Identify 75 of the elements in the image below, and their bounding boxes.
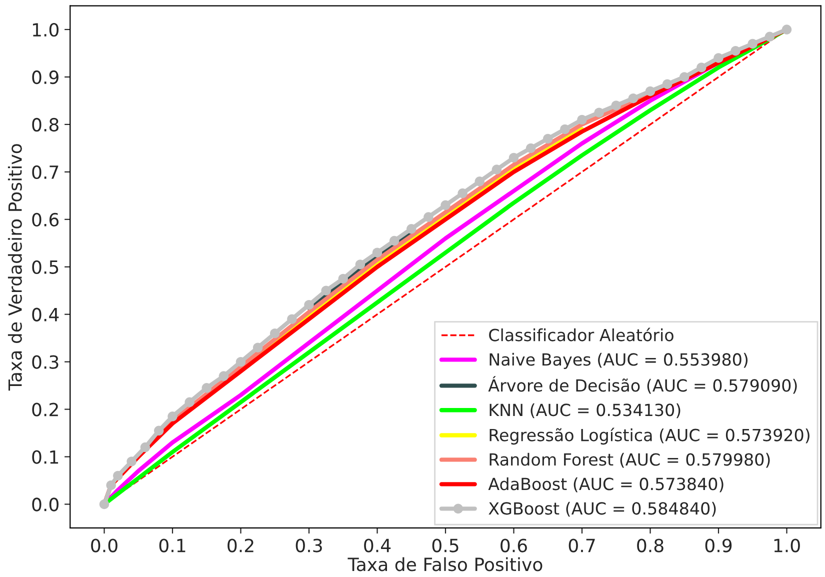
point xyxy=(714,53,724,63)
y-tick-label: 0.5 xyxy=(32,260,58,274)
point xyxy=(526,143,536,154)
point xyxy=(748,38,758,49)
point xyxy=(218,371,229,381)
x-tick-label: 0.9 xyxy=(705,538,732,552)
point xyxy=(560,124,570,134)
point xyxy=(764,32,775,42)
legend-label: Árvore de Decisão (AUC = 0.579090) xyxy=(488,376,797,394)
point xyxy=(577,114,587,125)
point xyxy=(184,397,194,408)
point xyxy=(252,342,263,352)
legend-label: Regressão Logística (AUC = 0.573920) xyxy=(490,428,810,445)
point xyxy=(628,93,638,104)
point xyxy=(270,328,280,338)
x-tick-label: 0.3 xyxy=(296,538,322,552)
point xyxy=(458,188,468,198)
point xyxy=(389,236,400,246)
x-tick-label: 0.4 xyxy=(364,538,391,552)
point xyxy=(338,274,348,284)
point xyxy=(287,314,297,324)
legend-label: Classificador Aleatório xyxy=(489,328,674,342)
point xyxy=(424,212,434,222)
y-tick-label: 0.7 xyxy=(32,165,58,180)
x-tick-label: 0.8 xyxy=(637,538,664,552)
x-tick-label: 0.6 xyxy=(500,538,527,552)
point xyxy=(321,286,331,296)
y-tick-label: 0.2 xyxy=(32,402,58,416)
y-tick-label: 0.6 xyxy=(32,212,59,227)
y-tick-label: 0.9 xyxy=(32,70,58,84)
x-tick-label: 0.0 xyxy=(91,538,118,552)
x-tick-label: 1.0 xyxy=(774,538,800,552)
point xyxy=(645,86,656,96)
x-tick-label: 0.5 xyxy=(432,538,458,552)
point xyxy=(730,46,740,56)
point xyxy=(202,383,212,393)
point xyxy=(140,442,150,452)
point xyxy=(492,164,502,174)
point xyxy=(440,200,450,210)
point xyxy=(113,470,123,481)
point xyxy=(696,62,706,72)
y-tick-label: 0.4 xyxy=(32,308,59,322)
point xyxy=(168,412,178,422)
point xyxy=(154,426,164,436)
point xyxy=(406,224,416,234)
x-tick-label: 0.2 xyxy=(228,538,254,552)
point xyxy=(543,134,553,144)
point xyxy=(508,152,519,163)
legend-label: Naive Bayes (AUC = 0.553980) xyxy=(490,352,748,370)
x-tick-label: 0.7 xyxy=(568,538,595,552)
y-tick-label: 0.1 xyxy=(32,450,58,464)
point xyxy=(662,79,672,89)
y-tick-label: 0.3 xyxy=(32,355,58,369)
point xyxy=(611,100,621,110)
point xyxy=(106,480,116,490)
point xyxy=(594,108,604,118)
point xyxy=(236,356,246,367)
y-tick-label: 1.0 xyxy=(32,22,59,37)
point xyxy=(474,176,484,186)
legend-label: Random Forest (AUC = 0.579980) xyxy=(490,452,770,468)
point xyxy=(126,456,136,466)
point xyxy=(372,248,382,258)
legend-label: KNN (AUC = 0.534130) xyxy=(490,403,680,418)
y-tick-label: 0.0 xyxy=(32,498,59,512)
point xyxy=(782,24,792,34)
point xyxy=(355,260,366,270)
x-axis-title: Taxa de Falso Positivo xyxy=(348,557,542,572)
y-axis-title: Taxa de Verdadeiro Positivo xyxy=(8,144,22,391)
point xyxy=(99,499,110,510)
y-tick-label: 0.8 xyxy=(32,118,58,132)
x-tick-label: 0.1 xyxy=(159,538,186,552)
point xyxy=(304,300,314,310)
legend-label: XGBoost (AUC = 0.584840) xyxy=(488,502,716,517)
point xyxy=(680,72,690,82)
legend-label: AdaBoost (AUC = 0.573840) xyxy=(488,477,724,492)
